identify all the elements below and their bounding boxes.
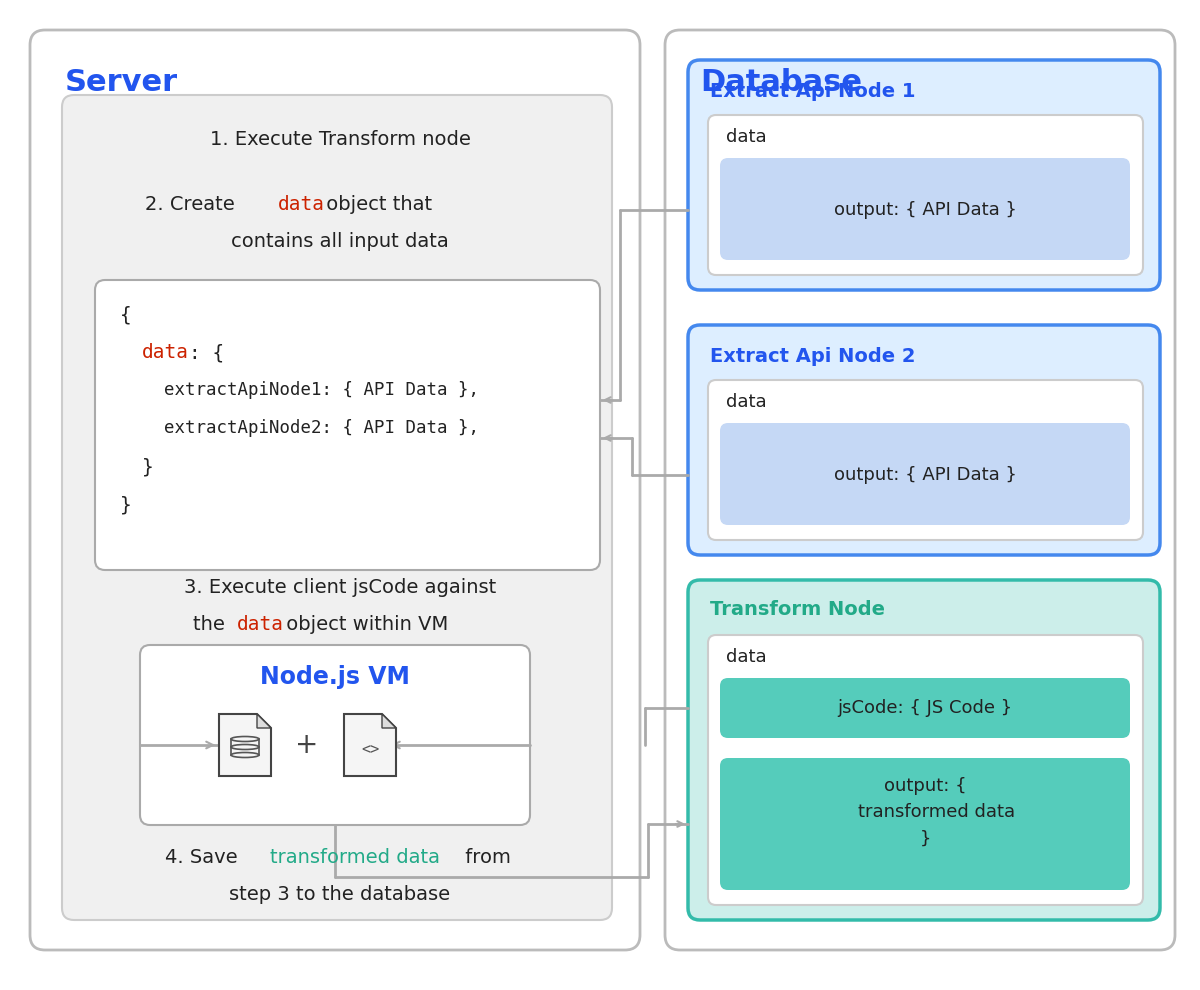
FancyBboxPatch shape xyxy=(708,115,1142,275)
Text: output: {
    transformed data
}: output: { transformed data } xyxy=(835,776,1015,847)
Text: Extract Api Node 1: Extract Api Node 1 xyxy=(710,82,916,101)
FancyBboxPatch shape xyxy=(720,758,1130,890)
Text: Node.js VM: Node.js VM xyxy=(260,665,410,689)
Polygon shape xyxy=(257,714,271,728)
Polygon shape xyxy=(344,714,396,776)
Text: Transform Node: Transform Node xyxy=(710,600,886,619)
Text: 2. Create: 2. Create xyxy=(145,195,241,214)
Text: transformed data: transformed data xyxy=(270,848,440,867)
Text: object that: object that xyxy=(320,195,432,214)
Text: step 3 to the database: step 3 to the database xyxy=(229,885,450,904)
Text: output: { API Data }: output: { API Data } xyxy=(834,201,1016,219)
Text: output: { API Data }: output: { API Data } xyxy=(834,466,1016,484)
Text: }: } xyxy=(120,495,132,514)
Text: Database: Database xyxy=(700,68,862,97)
Text: Extract Api Node 2: Extract Api Node 2 xyxy=(710,347,916,366)
Text: extractApiNode1: { API Data },: extractApiNode1: { API Data }, xyxy=(164,381,479,399)
Text: <>: <> xyxy=(361,742,379,757)
FancyBboxPatch shape xyxy=(720,678,1130,738)
Text: contains all input data: contains all input data xyxy=(232,232,449,251)
Polygon shape xyxy=(220,714,271,776)
Text: 1. Execute Transform node: 1. Execute Transform node xyxy=(210,130,470,149)
Text: the: the xyxy=(193,615,232,634)
FancyBboxPatch shape xyxy=(688,325,1160,555)
FancyBboxPatch shape xyxy=(665,30,1175,950)
FancyBboxPatch shape xyxy=(62,95,612,920)
FancyBboxPatch shape xyxy=(688,60,1160,290)
Text: data: data xyxy=(726,648,767,666)
FancyBboxPatch shape xyxy=(30,30,640,950)
Text: jsCode: { JS Code }: jsCode: { JS Code } xyxy=(838,699,1013,717)
Text: data: data xyxy=(238,615,284,634)
FancyBboxPatch shape xyxy=(688,580,1160,920)
FancyBboxPatch shape xyxy=(720,158,1130,260)
Text: object within VM: object within VM xyxy=(280,615,449,634)
Text: }: } xyxy=(142,457,154,476)
Polygon shape xyxy=(382,714,396,728)
Text: data: data xyxy=(278,195,325,214)
Text: extractApiNode2: { API Data },: extractApiNode2: { API Data }, xyxy=(164,419,479,437)
Text: 4. Save: 4. Save xyxy=(166,848,244,867)
FancyBboxPatch shape xyxy=(708,635,1142,905)
Text: Server: Server xyxy=(65,68,178,97)
Text: from: from xyxy=(458,848,511,867)
Text: {: { xyxy=(120,305,132,324)
FancyBboxPatch shape xyxy=(708,380,1142,540)
FancyBboxPatch shape xyxy=(95,280,600,570)
Text: +: + xyxy=(295,731,319,759)
Text: 3. Execute client jsCode against: 3. Execute client jsCode against xyxy=(184,578,496,597)
Text: : {: : { xyxy=(142,343,224,362)
Text: data: data xyxy=(142,343,190,362)
FancyBboxPatch shape xyxy=(140,645,530,825)
Text: data: data xyxy=(726,393,767,411)
Text: data: data xyxy=(726,128,767,146)
FancyBboxPatch shape xyxy=(720,423,1130,525)
